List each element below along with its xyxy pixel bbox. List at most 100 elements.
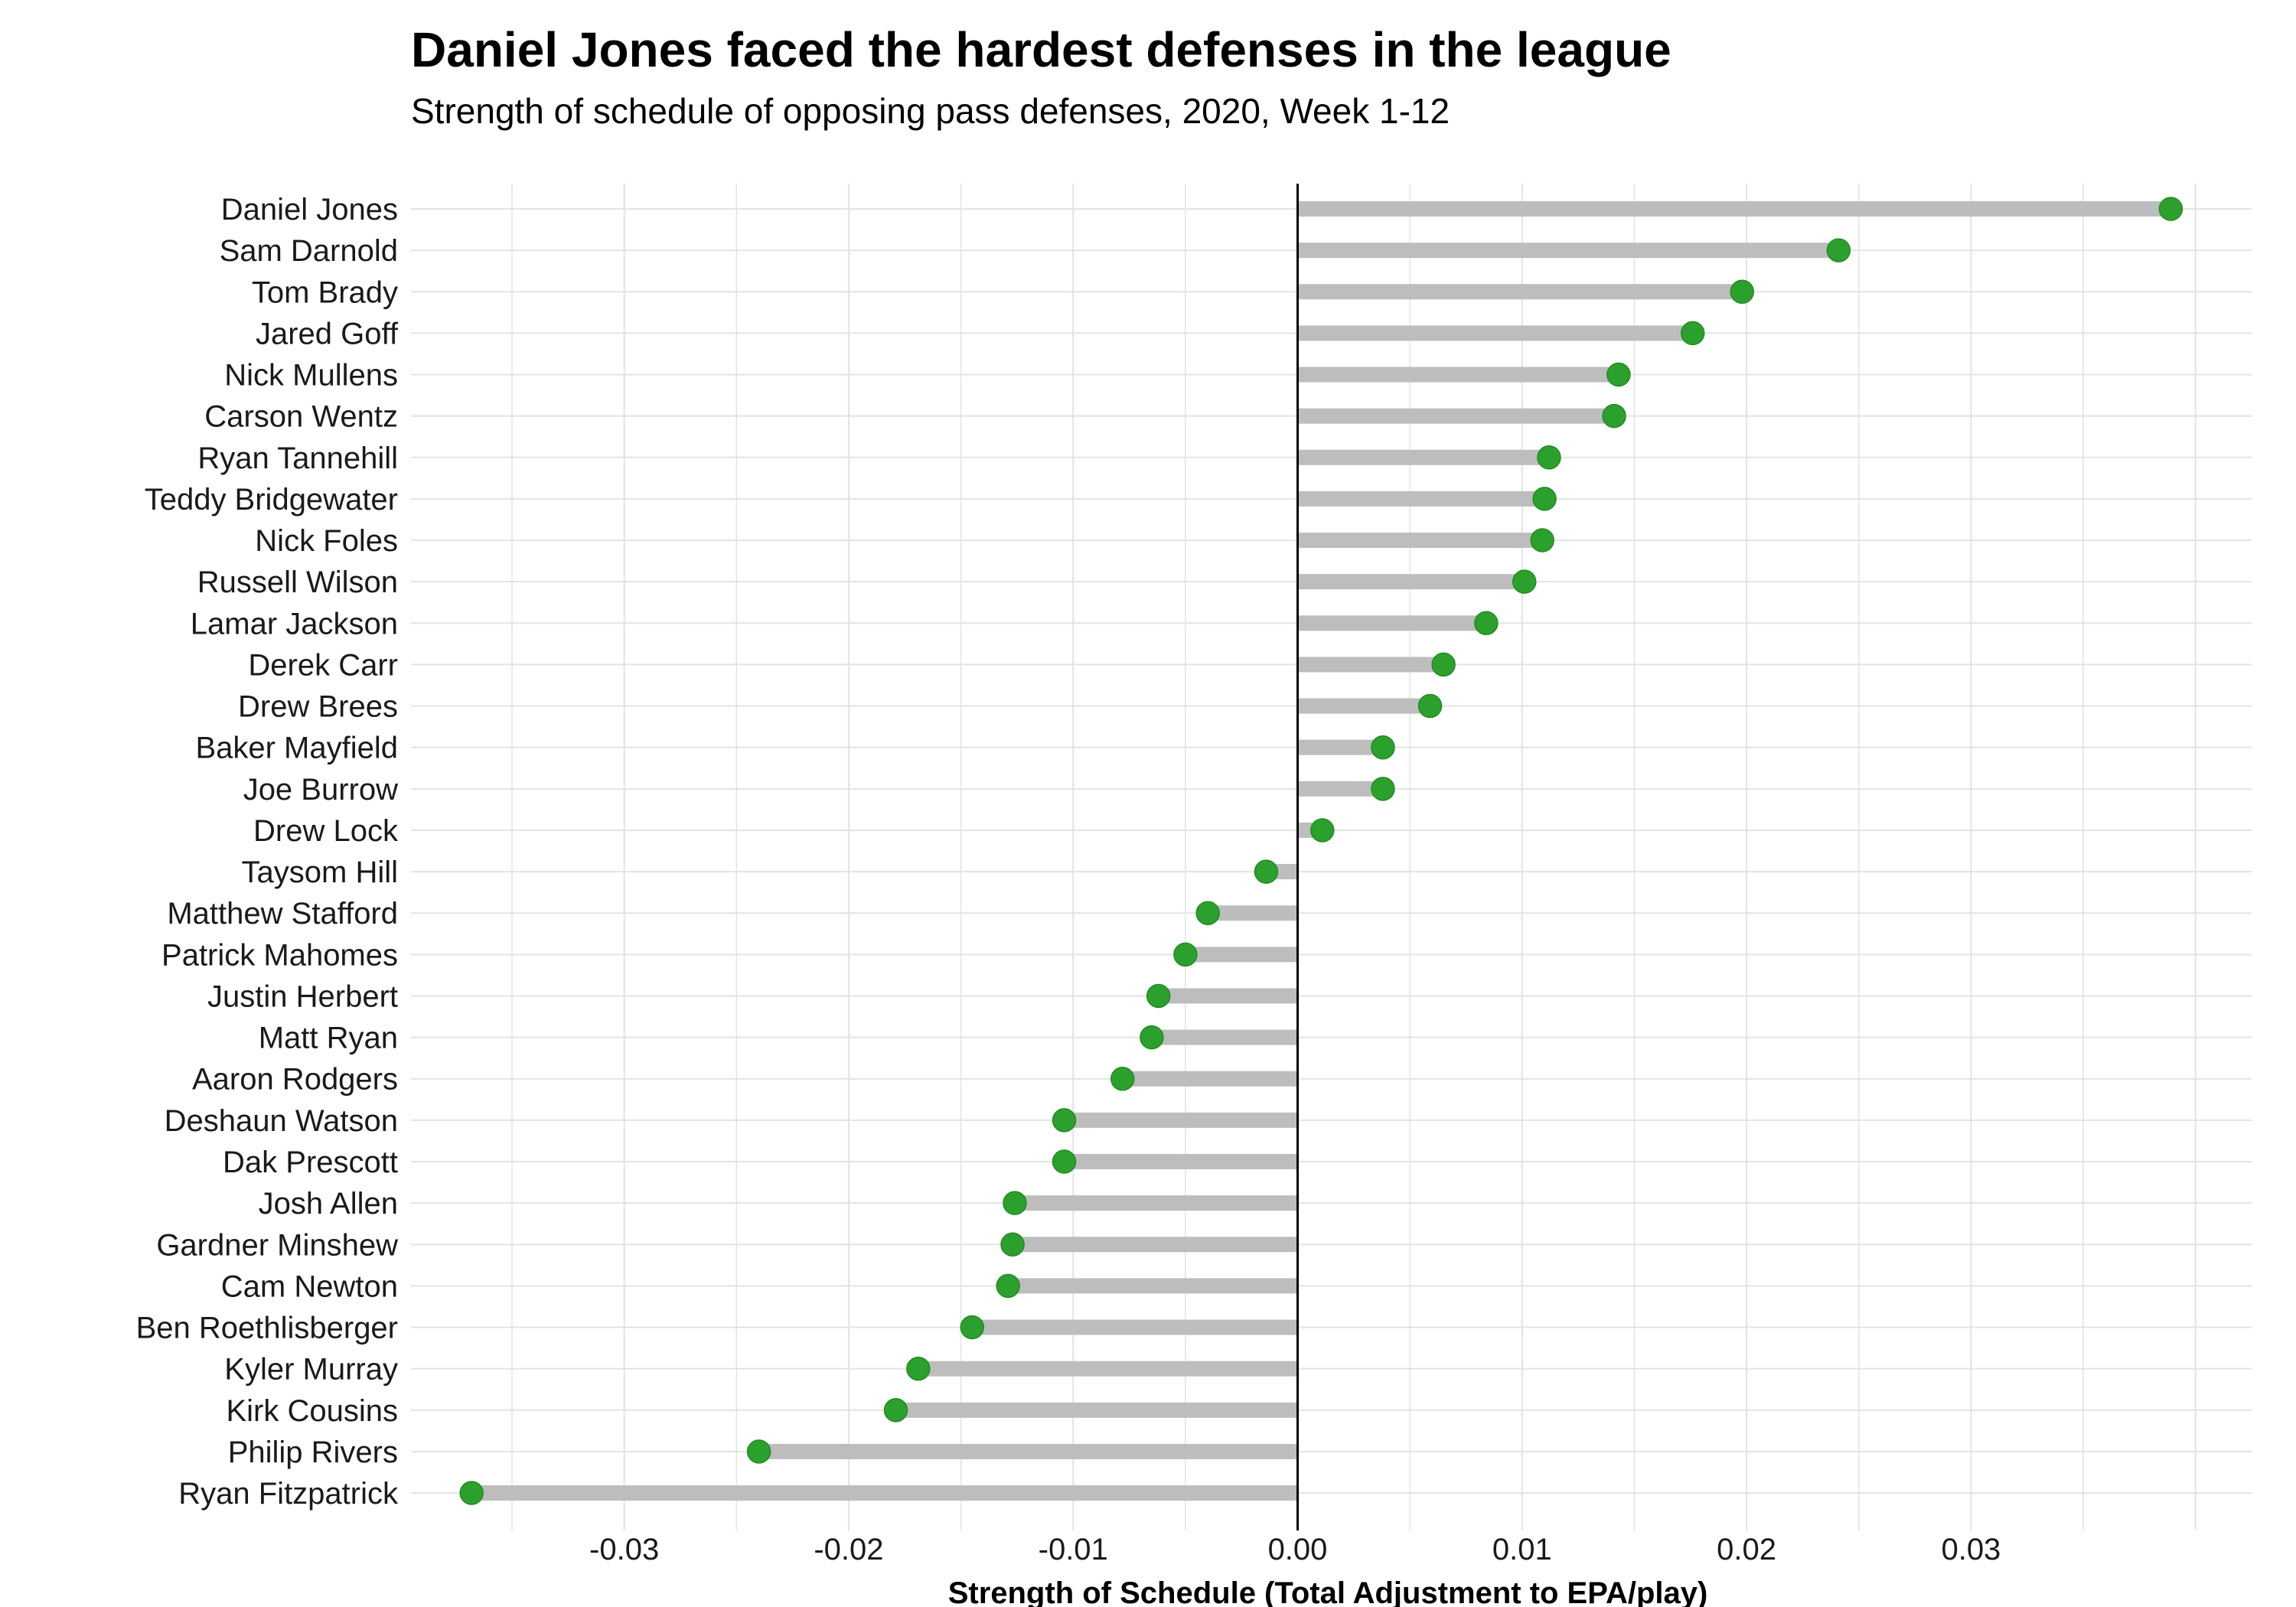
lollipop-dot [1310, 818, 1335, 843]
x-tick-label: -0.02 [814, 1533, 883, 1566]
lollipop-dot [996, 1273, 1020, 1299]
x-tick-label: -0.01 [1039, 1533, 1108, 1566]
chart-title: Daniel Jones faced the hardest defenses … [411, 22, 1671, 77]
lollipop-dot [1173, 942, 1198, 967]
x-tick-label: -0.03 [589, 1533, 659, 1566]
lollipop-dot [1140, 1025, 1164, 1050]
y-tick-label: Matt Ryan [259, 1022, 398, 1055]
lollipop-stem [918, 1361, 1298, 1377]
lollipop-stem [1297, 284, 1743, 300]
lollipop-stem [1158, 988, 1298, 1004]
lollipop-stem [1297, 781, 1383, 797]
y-tick-label: Jared Goff [256, 317, 399, 350]
y-tick-label: Tom Brady [252, 275, 398, 309]
y-tick-label: Drew Lock [253, 814, 399, 848]
lollipop-dot [1371, 735, 1395, 760]
lollipop-dot [1371, 777, 1395, 801]
lollipop-stem [1297, 243, 1839, 259]
y-tick-label: Kirk Cousins [226, 1394, 398, 1428]
lollipop-stem [895, 1402, 1298, 1418]
y-tick-label: Lamar Jackson [191, 607, 398, 641]
lollipop-stem [1013, 1237, 1298, 1253]
lollipop-dot [1730, 279, 1754, 305]
lollipop-dot [1146, 983, 1171, 1009]
x-axis-title: Strength of Schedule (Total Adjustment t… [948, 1576, 1708, 1607]
y-tick-label: Taysom Hill [242, 856, 398, 889]
lollipop-stem [1185, 947, 1298, 963]
x-tick-label: 0.01 [1492, 1533, 1552, 1566]
lollipop-stem [1064, 1112, 1298, 1128]
x-tick-label: 0.02 [1717, 1533, 1776, 1566]
lollipop-stem [758, 1443, 1298, 1459]
lollipop-dot [906, 1356, 931, 1381]
y-tick-label: Josh Allen [259, 1187, 398, 1221]
y-tick-label: Drew Brees [238, 690, 398, 724]
lollipop-dot [1606, 362, 1631, 387]
lollipop-stem [1297, 408, 1615, 424]
lollipop-dot [1602, 403, 1626, 429]
x-tick-label: 0.03 [1941, 1533, 2001, 1566]
y-tick-label: Philip Rivers [228, 1436, 398, 1469]
x-tick-labels: -0.03 -0.02 -0.01 0.00 0.01 0.02 0.03 [589, 1533, 2001, 1566]
y-tick-label: Nick Foles [255, 524, 398, 558]
lollipop-stem [471, 1485, 1298, 1501]
lollipop-dot [1195, 901, 1220, 925]
lollipop-stem [1297, 533, 1543, 549]
lollipop-stem [1297, 449, 1549, 465]
lollipop-dot [1530, 528, 1554, 553]
y-tick-label: Justin Herbert [207, 980, 398, 1013]
lollipop-dot [746, 1439, 771, 1464]
lollipop-stem [1151, 1029, 1298, 1045]
lollipop-stem [1208, 905, 1298, 921]
y-tick-label: Aaron Rodgers [192, 1063, 398, 1097]
y-tick-label: Cam Newton [221, 1270, 398, 1303]
lollipop-dot [459, 1481, 484, 1505]
lollipop-stem [1122, 1071, 1298, 1087]
lollipop-dot [883, 1398, 908, 1423]
lollipop-dot [2158, 197, 2183, 221]
lollipop-dot [1052, 1149, 1077, 1174]
dot-layer [459, 197, 2183, 1505]
y-tick-label: Gardner Minshew [156, 1228, 398, 1262]
y-tick-label: Kyler Murray [224, 1353, 398, 1387]
lollipop-stem [1297, 201, 2171, 217]
lollipop-stem [1297, 739, 1383, 755]
y-tick-label: Dak Prescott [223, 1146, 398, 1179]
lollipop-dot [1000, 1232, 1025, 1257]
y-tick-label: Sam Darnold [220, 234, 398, 268]
lollipop-dot [1417, 693, 1443, 719]
y-tick-label: Patrick Mahomes [161, 938, 398, 972]
y-tick-labels: Daniel Jones Sam Darnold Tom Brady Jared Go… [136, 193, 399, 1511]
lollipop-dot [1680, 321, 1705, 346]
y-tick-label: Teddy Bridgewater [145, 483, 398, 517]
lollipop-dot [1052, 1108, 1077, 1133]
lollipop-stem [1297, 574, 1525, 590]
lollipop-dot [1532, 487, 1557, 511]
y-tick-label: Derek Carr [248, 648, 398, 682]
y-tick-label: Russell Wilson [197, 566, 398, 599]
lollipop-dot [960, 1315, 984, 1340]
lollipop-dot [1474, 611, 1499, 636]
y-tick-label: Ryan Tannehill [197, 442, 398, 475]
lollipop-stem [1297, 491, 1545, 507]
lollipop-stem [1008, 1278, 1298, 1294]
y-tick-label: Ryan Fitzpatrick [178, 1477, 399, 1511]
lollipop-stem [1014, 1195, 1298, 1211]
lollipop-dot [1254, 859, 1279, 884]
grid-layer [411, 184, 2252, 1530]
y-tick-label: Joe Burrow [243, 773, 398, 807]
lollipop-stem [1297, 698, 1430, 714]
lollipop-dot [1431, 652, 1456, 677]
lollipop-stem [1297, 325, 1693, 341]
lollipop-dot [1003, 1191, 1027, 1215]
lollipop-stem [1297, 615, 1486, 631]
lollipop-stem [972, 1319, 1298, 1335]
lollipop-dot [1110, 1066, 1135, 1091]
bar-layer [471, 201, 2171, 1501]
lollipop-stem [1297, 657, 1444, 673]
y-tick-label: Carson Wentz [204, 400, 398, 434]
lollipop-dot [1512, 569, 1537, 594]
y-tick-label: Nick Mullens [224, 359, 398, 393]
y-tick-label: Baker Mayfield [195, 732, 398, 765]
